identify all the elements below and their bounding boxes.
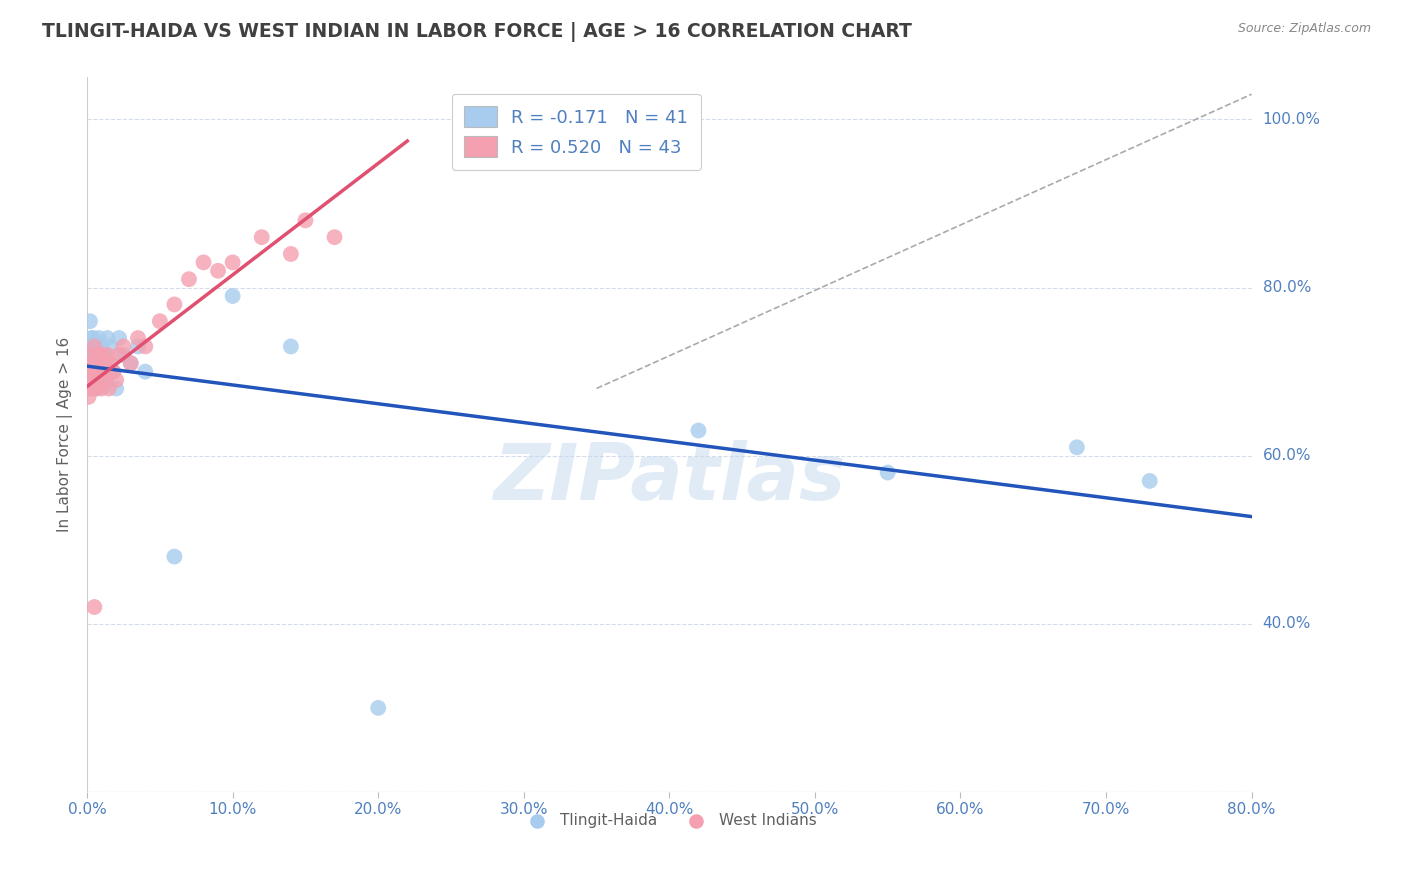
Text: Source: ZipAtlas.com: Source: ZipAtlas.com — [1237, 22, 1371, 36]
Point — [97, 382, 120, 396]
Point — [80, 365, 103, 379]
Point — [79, 314, 101, 328]
Point — [149, 314, 172, 328]
Point — [193, 255, 215, 269]
Point — [82, 382, 104, 396]
Point — [82, 382, 104, 396]
Point — [103, 365, 125, 379]
Point — [87, 331, 110, 345]
Point — [83, 373, 105, 387]
Point — [86, 365, 108, 379]
Text: 40.0%: 40.0% — [1263, 616, 1310, 632]
Point — [83, 600, 105, 615]
Point — [79, 348, 101, 362]
Point — [134, 365, 156, 379]
Point — [86, 382, 108, 396]
Point — [163, 549, 186, 564]
Point — [82, 356, 104, 370]
Point — [108, 331, 131, 345]
Point — [77, 390, 100, 404]
Point — [98, 356, 121, 370]
Point — [90, 339, 112, 353]
Point — [876, 466, 898, 480]
Point — [77, 382, 100, 396]
Point — [120, 356, 142, 370]
Text: 60.0%: 60.0% — [1263, 448, 1312, 463]
Point — [77, 365, 100, 379]
Point — [221, 255, 243, 269]
Point — [82, 331, 104, 345]
Point — [112, 339, 135, 353]
Point — [367, 701, 389, 715]
Point — [93, 348, 115, 362]
Point — [1139, 474, 1161, 488]
Legend: Tlingit-Haida, West Indians: Tlingit-Haida, West Indians — [516, 807, 823, 834]
Point — [93, 356, 115, 370]
Point — [83, 356, 105, 370]
Point — [94, 373, 117, 387]
Point — [127, 339, 149, 353]
Point — [127, 331, 149, 345]
Point — [1066, 440, 1088, 454]
Point — [294, 213, 316, 227]
Point — [98, 339, 121, 353]
Point — [94, 373, 117, 387]
Point — [87, 348, 110, 362]
Point — [134, 339, 156, 353]
Point — [90, 356, 112, 370]
Point — [96, 331, 118, 345]
Point — [207, 264, 229, 278]
Text: TLINGIT-HAIDA VS WEST INDIAN IN LABOR FORCE | AGE > 16 CORRELATION CHART: TLINGIT-HAIDA VS WEST INDIAN IN LABOR FO… — [42, 22, 912, 42]
Point — [79, 382, 101, 396]
Point — [250, 230, 273, 244]
Point — [221, 289, 243, 303]
Point — [105, 373, 128, 387]
Y-axis label: In Labor Force | Age > 16: In Labor Force | Age > 16 — [58, 337, 73, 533]
Point — [83, 339, 105, 353]
Point — [86, 356, 108, 370]
Text: 100.0%: 100.0% — [1263, 112, 1320, 127]
Point — [90, 382, 112, 396]
Point — [323, 230, 346, 244]
Text: 80.0%: 80.0% — [1263, 280, 1310, 295]
Point — [120, 356, 142, 370]
Point — [280, 247, 302, 261]
Point — [91, 365, 114, 379]
Point — [84, 382, 107, 396]
Point — [97, 356, 120, 370]
Point — [89, 356, 111, 370]
Point — [112, 348, 135, 362]
Point — [163, 297, 186, 311]
Point — [84, 365, 107, 379]
Point — [80, 356, 103, 370]
Text: ZIPatlas: ZIPatlas — [494, 440, 845, 516]
Point — [82, 365, 104, 379]
Point — [96, 348, 118, 362]
Point — [84, 339, 107, 353]
Point — [84, 373, 107, 387]
Point — [177, 272, 200, 286]
Point — [86, 356, 108, 370]
Point — [105, 382, 128, 396]
Point — [87, 348, 110, 362]
Point — [688, 424, 710, 438]
Point — [80, 331, 103, 345]
Point — [77, 339, 100, 353]
Point — [83, 348, 105, 362]
Point — [80, 373, 103, 387]
Point — [91, 365, 114, 379]
Point — [79, 348, 101, 362]
Point — [89, 373, 111, 387]
Point — [280, 339, 302, 353]
Point — [90, 348, 112, 362]
Point — [87, 373, 110, 387]
Point — [108, 348, 131, 362]
Point — [103, 365, 125, 379]
